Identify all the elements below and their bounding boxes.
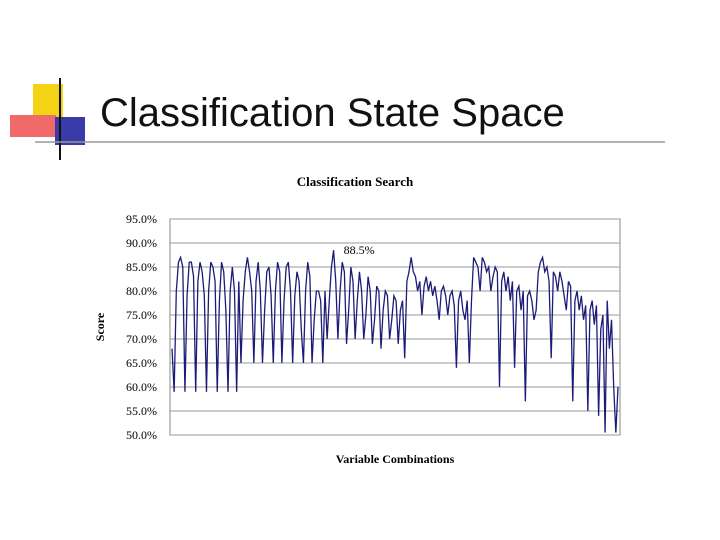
annotation: 88.5%	[344, 243, 375, 257]
data-line	[171, 250, 619, 433]
y-tick-label: 80.0%	[126, 284, 157, 298]
chart-title: Classification Search	[297, 174, 414, 189]
y-tick-label: 70.0%	[126, 332, 157, 346]
y-tick-label: 65.0%	[126, 356, 157, 370]
y-tick-label: 50.0%	[126, 428, 157, 442]
y-tick-label: 60.0%	[126, 380, 157, 394]
x-axis-label: Variable Combinations	[336, 452, 455, 466]
y-tick-label: 55.0%	[126, 404, 157, 418]
decor-yellow	[33, 84, 63, 120]
decor-red	[10, 115, 56, 137]
y-tick-label: 85.0%	[126, 260, 157, 274]
y-tick-label: 90.0%	[126, 236, 157, 250]
y-tick-label: 75.0%	[126, 308, 157, 322]
y-tick-label: 95.0%	[126, 212, 157, 226]
slide-title: Classification State Space	[100, 91, 565, 135]
y-axis-label: Score	[93, 312, 107, 341]
